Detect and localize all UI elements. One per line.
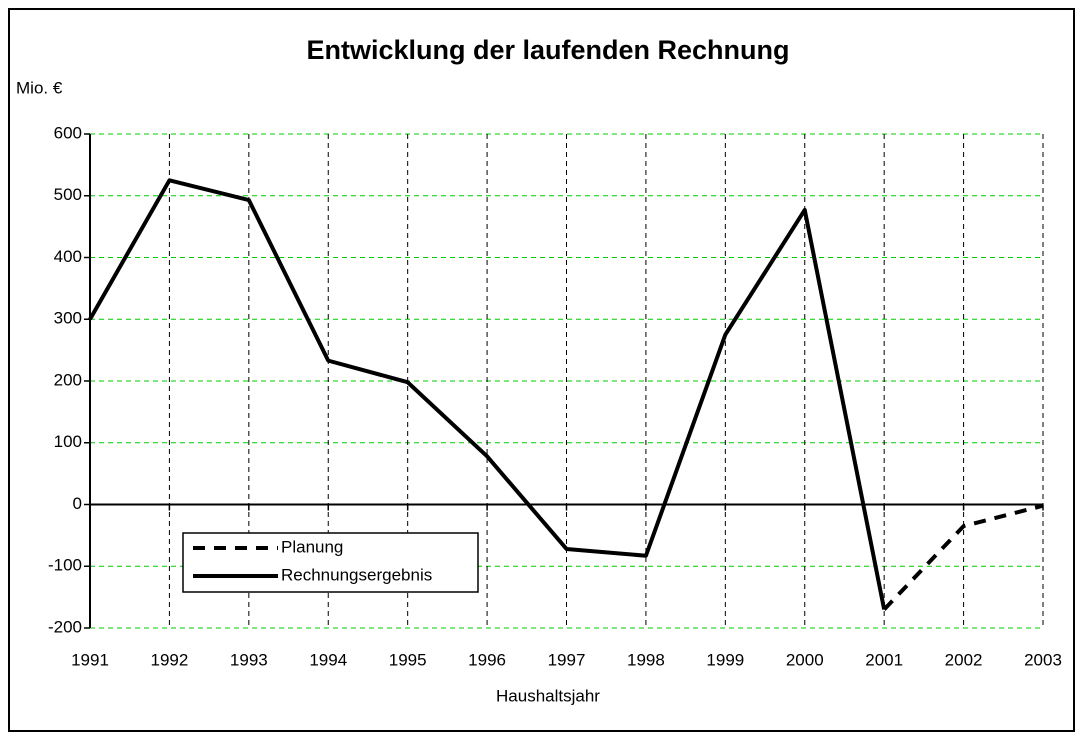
y-tick-label: 100 xyxy=(54,432,82,451)
line-series xyxy=(88,178,887,610)
x-tick-label: 1994 xyxy=(309,650,347,669)
y-tick-label: 500 xyxy=(54,185,82,204)
x-tick-label: 1993 xyxy=(230,650,268,669)
y-tick-label: 200 xyxy=(54,370,82,389)
y-tick-label: 0 xyxy=(73,494,82,513)
legend-label: Planung xyxy=(281,537,343,556)
y-tick-label: -200 xyxy=(48,617,82,636)
legend-label: Rechnungsergebnis xyxy=(281,565,432,584)
x-tick-label: 1998 xyxy=(627,650,665,669)
x-tick-label: 2003 xyxy=(1024,650,1062,669)
y-tick-label: -100 xyxy=(48,556,82,575)
x-tick-label: 2001 xyxy=(865,650,903,669)
x-tick-label: 1991 xyxy=(71,650,109,669)
chart-title: Entwicklung der laufenden Rechnung xyxy=(306,35,789,65)
x-tick-label: 1992 xyxy=(151,650,189,669)
y-tick-label: 600 xyxy=(54,123,82,142)
x-tick-label: 2002 xyxy=(945,650,983,669)
x-tick-label: 2000 xyxy=(786,650,824,669)
chart-frame xyxy=(8,8,1075,732)
x-tick-label: 1995 xyxy=(389,650,427,669)
x-tick-label: 1999 xyxy=(706,650,744,669)
y-tick-label: 300 xyxy=(54,309,82,328)
line-series xyxy=(882,503,1044,611)
x-tick-label: 1996 xyxy=(468,650,506,669)
legend-box xyxy=(182,532,479,593)
x-tick-label: 1997 xyxy=(548,650,586,669)
y-axis-label: Mio. € xyxy=(16,78,63,97)
x-axis-label: Haushaltsjahr xyxy=(496,686,600,705)
y-tick-label: 400 xyxy=(54,247,82,266)
